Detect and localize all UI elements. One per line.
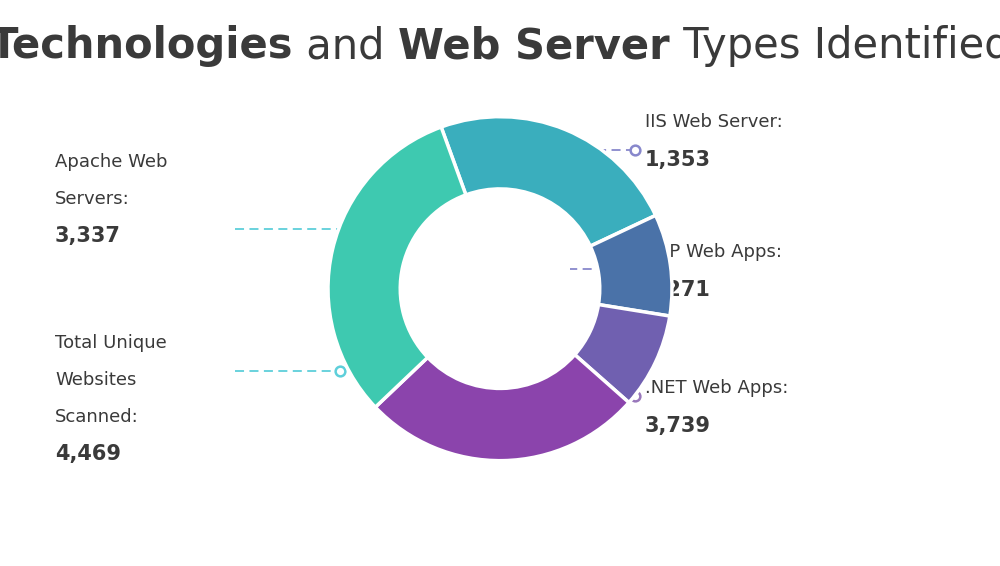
Text: Apache Web: Apache Web — [55, 153, 168, 171]
Wedge shape — [441, 117, 656, 246]
Wedge shape — [575, 305, 670, 402]
Text: IIS Web Server:: IIS Web Server: — [645, 113, 783, 131]
Text: 3,337: 3,337 — [55, 226, 121, 246]
Text: Web Server: Web Server — [398, 25, 670, 67]
Wedge shape — [590, 216, 672, 316]
Wedge shape — [328, 127, 466, 407]
Text: Total Unique: Total Unique — [55, 334, 167, 352]
Text: 3,739: 3,739 — [645, 416, 711, 436]
Text: Types Identified: Types Identified — [670, 25, 1000, 67]
Text: 4,469: 4,469 — [55, 444, 121, 464]
Text: and: and — [293, 25, 398, 67]
Text: Servers:: Servers: — [55, 190, 130, 208]
Text: 1,271: 1,271 — [645, 280, 711, 300]
Text: 1,353: 1,353 — [645, 150, 711, 170]
Text: .NET Web Apps:: .NET Web Apps: — [645, 379, 788, 397]
Text: Scanned:: Scanned: — [55, 408, 139, 426]
Wedge shape — [375, 355, 629, 461]
Text: PHP Web Apps:: PHP Web Apps: — [645, 243, 782, 261]
Text: Technologies: Technologies — [0, 25, 293, 67]
Text: Websites: Websites — [55, 371, 136, 389]
